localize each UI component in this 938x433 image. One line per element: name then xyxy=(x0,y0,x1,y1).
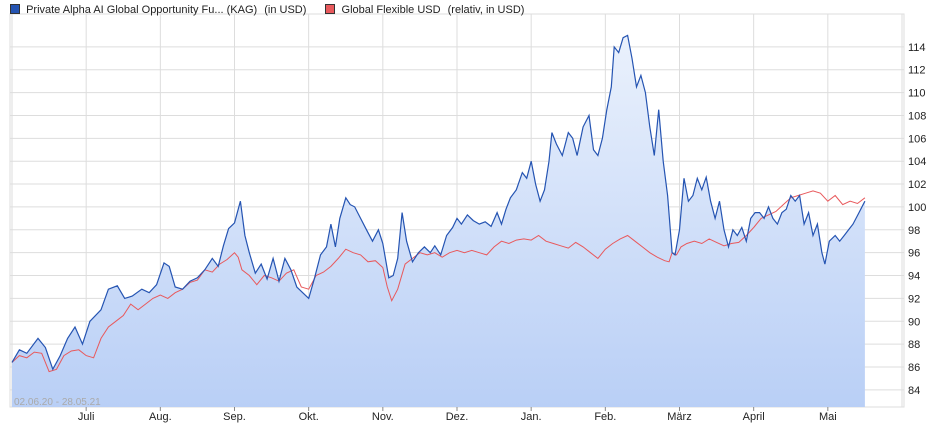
y-tick-label: 100 xyxy=(908,202,926,214)
y-tick-label: 90 xyxy=(908,316,920,328)
legend-item-global-flexible[interactable]: Global Flexible USD (relativ, in USD) xyxy=(325,4,524,16)
y-tick-label: 112 xyxy=(908,65,926,77)
y-tick-label: 102 xyxy=(908,179,926,191)
x-tick-label: Nov. xyxy=(372,411,394,423)
y-tick-label: 106 xyxy=(908,133,926,145)
y-tick-label: 98 xyxy=(908,225,920,237)
y-tick-label: 88 xyxy=(908,339,920,351)
y-tick-label: 84 xyxy=(908,385,920,397)
y-tick-label: 92 xyxy=(908,293,920,305)
y-tick-label: 96 xyxy=(908,248,920,260)
y-tick-label: 86 xyxy=(908,362,920,374)
legend-item-fund[interactable]: Private Alpha AI Global Opportunity Fu..… xyxy=(10,4,306,16)
chart-legend: Private Alpha AI Global Opportunity Fu..… xyxy=(10,4,540,20)
x-tick-label: Mai xyxy=(819,411,837,423)
x-tick-label: Feb. xyxy=(594,411,616,423)
x-tick-label: Jan. xyxy=(521,411,542,423)
x-tick-label: Dez. xyxy=(446,411,469,423)
x-tick-label: Sep. xyxy=(223,411,246,423)
x-tick-label: Aug. xyxy=(149,411,172,423)
legend-label-global-flexible: Global Flexible USD xyxy=(341,4,441,17)
series-area-fund xyxy=(12,35,865,408)
x-tick-label: Okt. xyxy=(299,411,319,423)
x-axis-labels: Juli Aug. Sep. Okt. Nov. Dez. Jan. Feb. März Apri… xyxy=(78,407,837,423)
y-tick-label: 108 xyxy=(908,110,926,122)
x-tick-label: Juli xyxy=(78,411,95,423)
legend-swatch-fund xyxy=(10,4,20,15)
legend-swatch-global-flexible xyxy=(325,4,336,15)
series-line-global-flexible xyxy=(11,190,866,373)
date-range-label: 02.06.20 - 28.05.21 xyxy=(14,397,101,408)
y-tick-label: 114 xyxy=(908,42,926,54)
y-axis-labels: 84 86 88 90 92 94 96 98 100 102 104 106 108 110 112 114 xyxy=(908,42,926,397)
y-tick-label: 110 xyxy=(908,88,926,100)
x-tick-label: April xyxy=(743,411,765,423)
x-tick-label: März xyxy=(667,411,691,423)
y-tick-label: 104 xyxy=(908,156,926,168)
y-tick-label: 94 xyxy=(908,271,920,283)
series-line-fund xyxy=(11,34,866,371)
legend-note-global-flexible: (relativ, in USD) xyxy=(447,4,525,17)
legend-label-fund: Private Alpha AI Global Opportunity Fu..… xyxy=(26,4,258,17)
legend-note-fund: (in USD) xyxy=(264,4,307,17)
